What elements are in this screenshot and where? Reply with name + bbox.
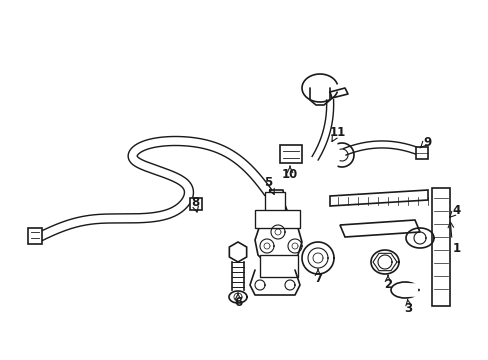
Text: 9: 9	[423, 135, 431, 148]
Bar	[264, 192, 285, 212]
Polygon shape	[339, 220, 419, 237]
Bar	[431, 188, 449, 306]
Bar	[190, 198, 202, 210]
Polygon shape	[329, 190, 427, 206]
Text: 4: 4	[452, 203, 460, 216]
Text: 2: 2	[383, 279, 391, 292]
Bar	[28, 228, 42, 244]
Text: 5: 5	[264, 176, 271, 189]
Text: 8: 8	[190, 195, 199, 208]
Bar	[280, 145, 302, 163]
Text: 7: 7	[313, 271, 322, 284]
Bar	[260, 255, 297, 277]
Ellipse shape	[390, 282, 418, 298]
Text: 6: 6	[233, 296, 242, 309]
Text: 10: 10	[281, 168, 298, 181]
Text: 3: 3	[403, 302, 411, 315]
Bar	[415, 147, 427, 159]
Text: 11: 11	[329, 126, 346, 139]
Bar	[254, 210, 299, 228]
Text: 1: 1	[452, 242, 460, 255]
